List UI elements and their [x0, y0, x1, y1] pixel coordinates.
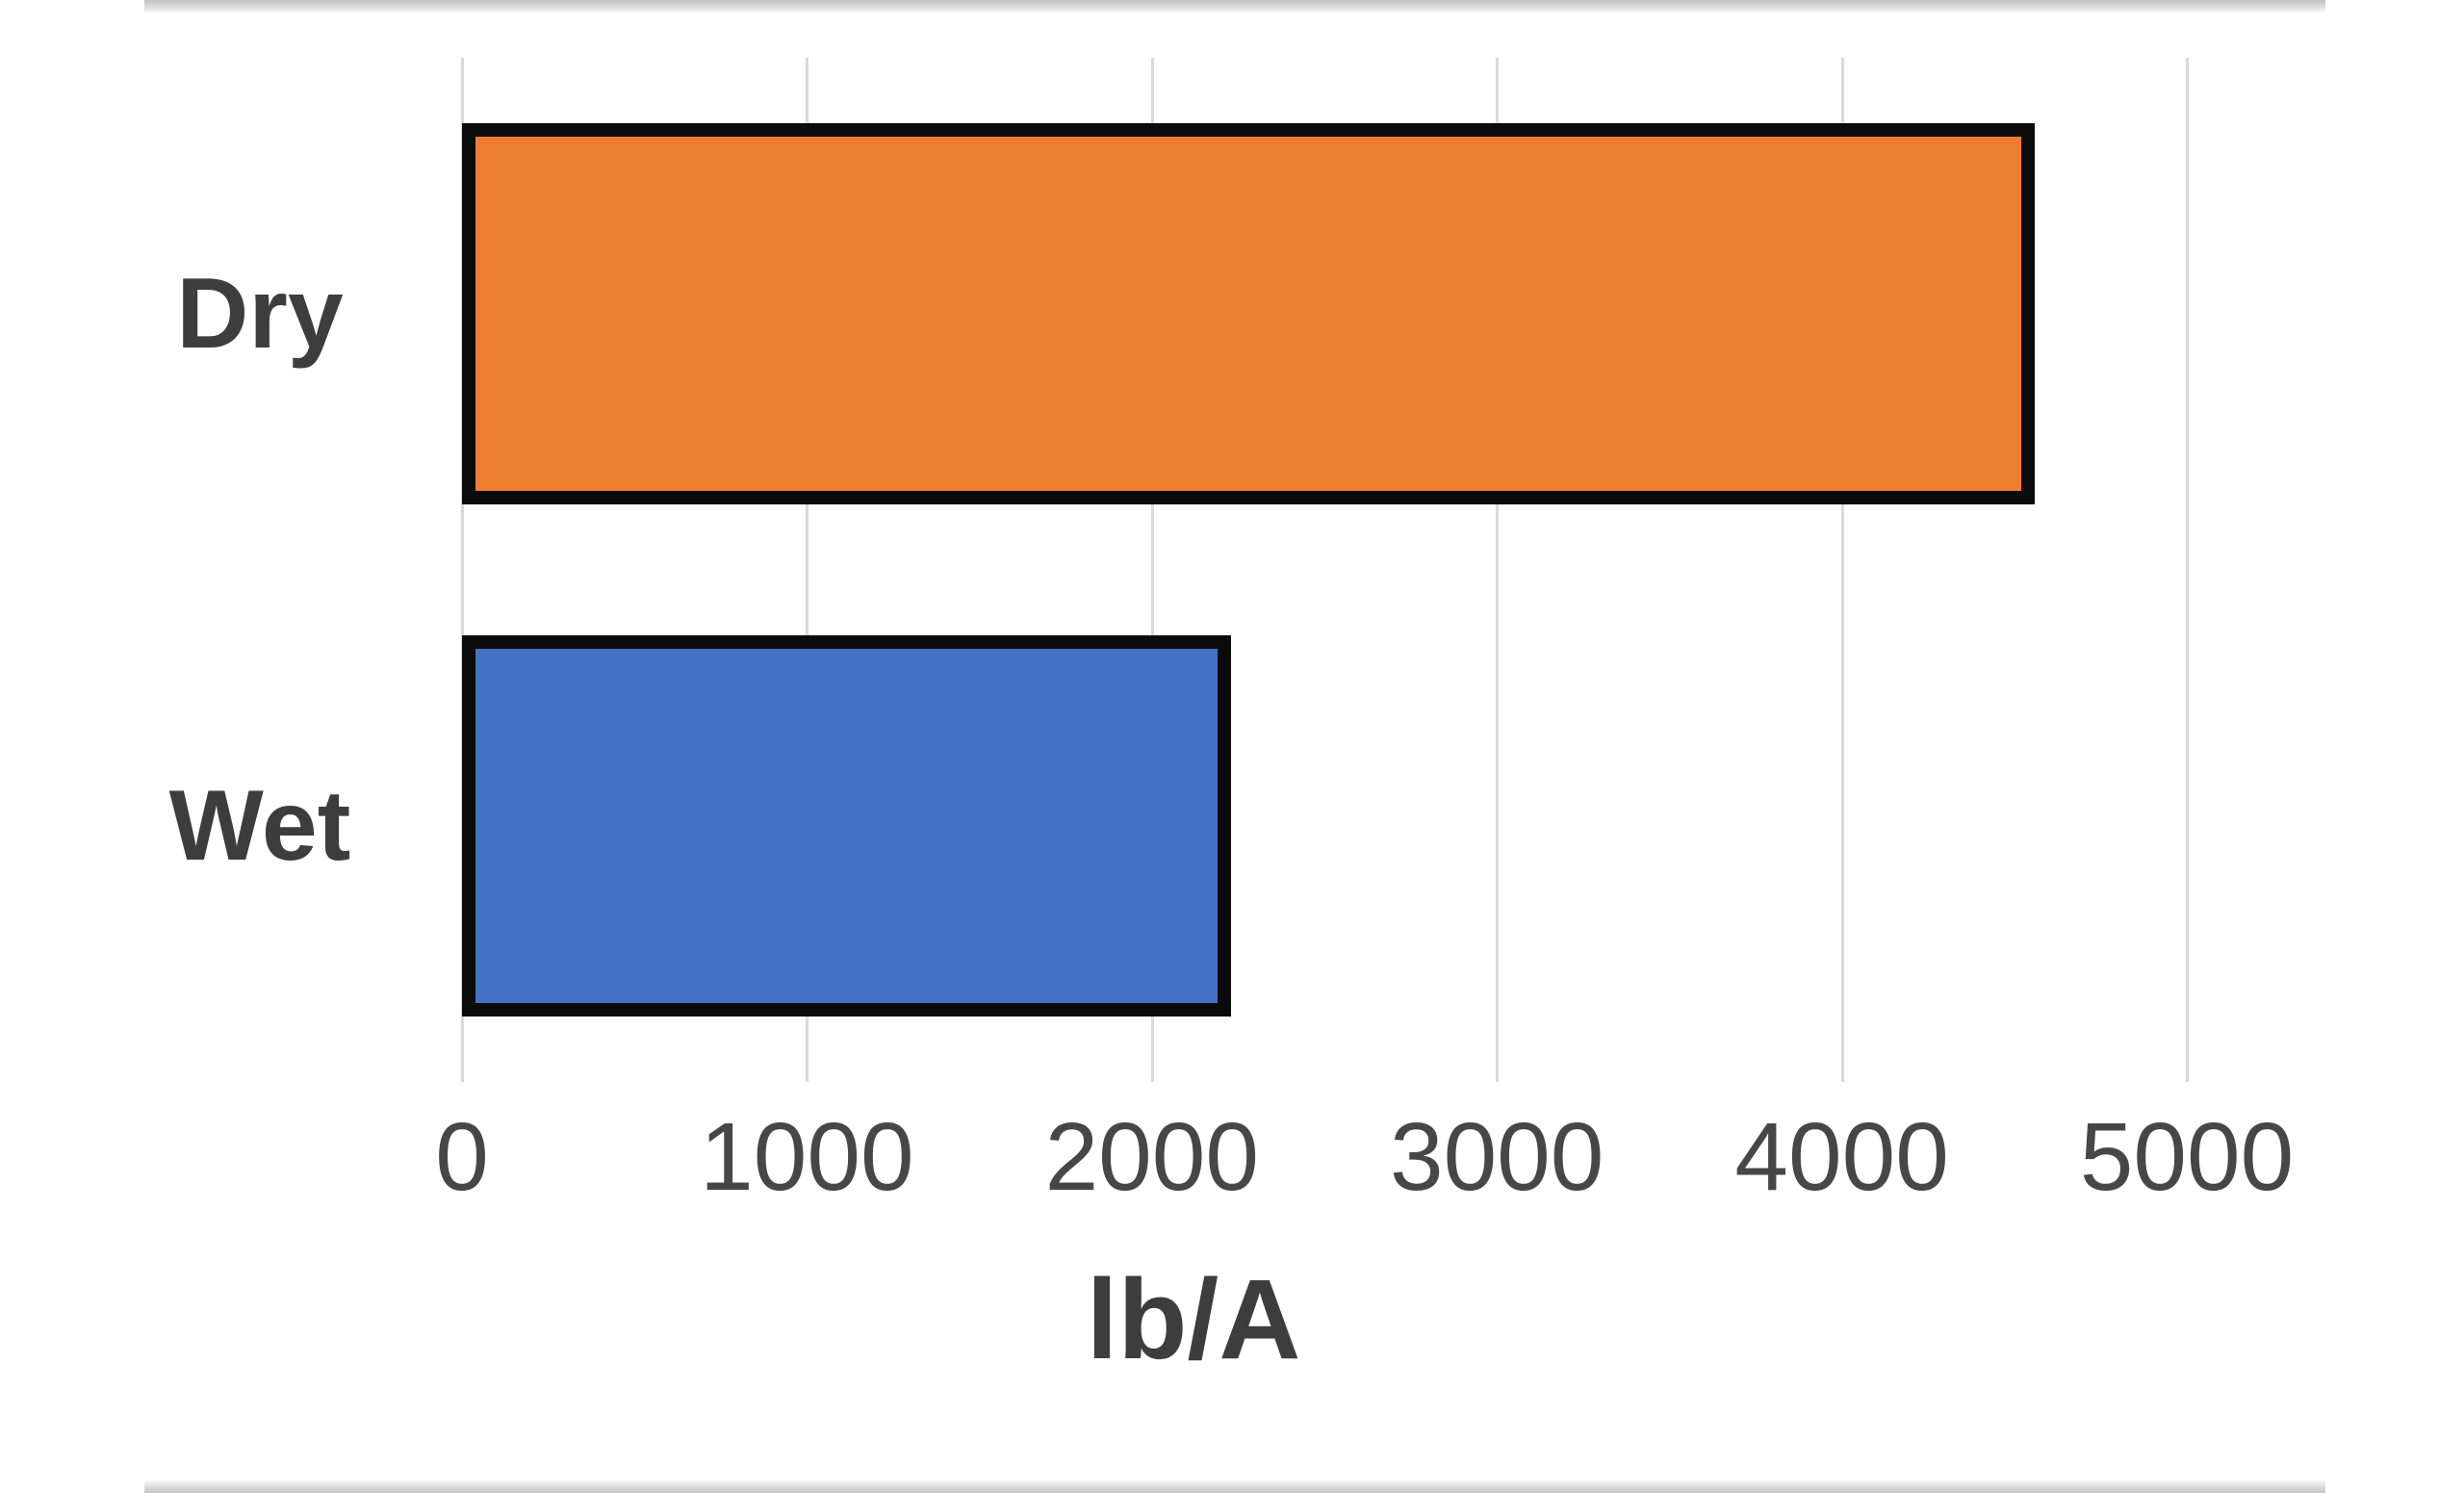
category-label-wet: Wet	[168, 770, 351, 882]
x-tick-label-0: 0	[435, 1103, 489, 1211]
gridline-3000	[1496, 58, 1500, 1082]
bar-wet	[462, 635, 1232, 1017]
gridline-2000	[1150, 58, 1154, 1082]
x-tick-label-2000: 2000	[1044, 1103, 1260, 1211]
top-edge-strip	[144, 0, 2325, 13]
bar-dry	[462, 123, 2036, 504]
gridline-1000	[806, 58, 809, 1082]
gridline-0	[461, 58, 464, 1082]
x-tick-label-1000: 1000	[700, 1103, 914, 1211]
bottom-edge-strip	[144, 1480, 2325, 1493]
gridline-4000	[1840, 58, 1844, 1082]
category-label-dry: Dry	[176, 258, 344, 370]
x-tick-label-4000: 4000	[1734, 1103, 1949, 1211]
x-axis-title: lb/A	[1086, 1256, 1301, 1383]
plot-area	[461, 58, 2189, 1082]
x-tick-label-5000: 5000	[2079, 1103, 2295, 1211]
x-tick-label-3000: 3000	[1389, 1103, 1604, 1211]
gridline-5000	[2186, 58, 2189, 1082]
